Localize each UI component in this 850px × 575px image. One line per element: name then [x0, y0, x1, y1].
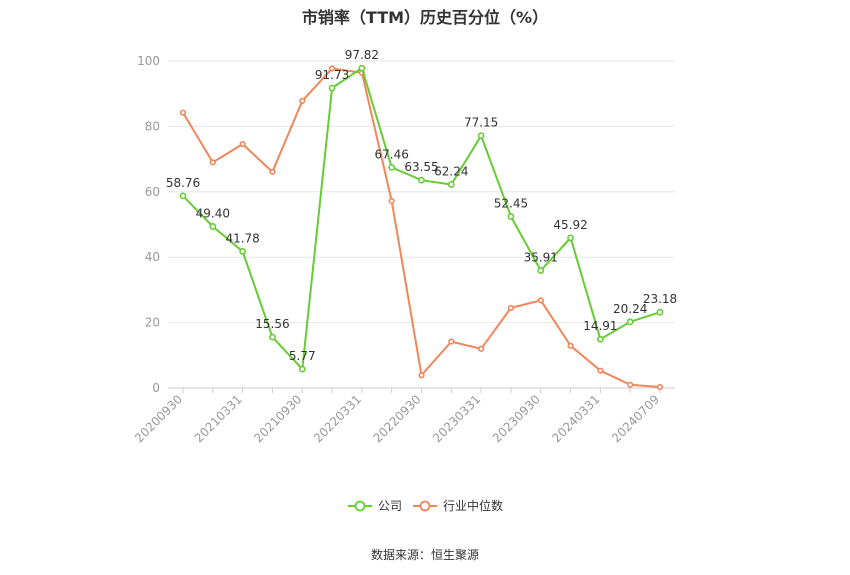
data-point: [507, 213, 515, 220]
data-point: [239, 247, 247, 255]
data-label: 58.76: [166, 176, 200, 190]
data-label: 15.56: [255, 317, 289, 331]
y-tick-label: 0: [152, 381, 160, 395]
data-point: [209, 159, 216, 166]
data-point: [537, 267, 545, 274]
x-tick-label: 20240331: [549, 392, 602, 445]
data-point: [269, 168, 276, 175]
legend-marker: [419, 500, 431, 512]
data-point: [448, 338, 455, 345]
data-point: [597, 367, 604, 374]
y-tick-label: 60: [145, 185, 160, 199]
data-point: [567, 342, 574, 349]
data-point: [418, 372, 425, 379]
x-tick-label: 20220930: [371, 392, 424, 445]
data-label: 62.24: [434, 164, 468, 178]
data-label: 5.77: [289, 349, 316, 363]
data-point: [299, 97, 306, 104]
data-label: 41.78: [225, 231, 259, 245]
data-point: [298, 365, 306, 373]
data-point: [537, 297, 544, 304]
data-point: [388, 197, 395, 205]
y-tick-label: 80: [145, 119, 160, 133]
data-label: 20.24: [613, 302, 647, 316]
data-point: [447, 181, 455, 188]
data-label: 91.73: [315, 68, 349, 82]
data-point: [358, 64, 366, 72]
data-label: 63.55: [404, 160, 438, 174]
data-point: [239, 140, 246, 148]
data-point: [179, 192, 187, 200]
data-label: 45.92: [553, 218, 587, 232]
x-tick-label: 20210930: [251, 392, 304, 445]
data-label: 97.82: [345, 48, 379, 62]
y-tick-label: 100: [137, 54, 160, 68]
data-label: 35.91: [524, 251, 558, 265]
legend-marker: [354, 500, 366, 512]
y-tick-label: 20: [145, 316, 160, 330]
legend-label: 行业中位数: [443, 498, 503, 513]
data-source: 数据来源：恒生聚源: [370, 548, 479, 562]
data-point: [179, 109, 187, 116]
data-label: 52.45: [494, 196, 528, 210]
data-point: [388, 164, 396, 171]
data-label: 77.15: [464, 116, 498, 130]
data-label: 14.91: [583, 319, 617, 333]
data-point: [269, 333, 276, 341]
data-label: 49.40: [196, 206, 230, 220]
data-point: [656, 308, 664, 316]
data-point: [567, 234, 574, 242]
data-point: [656, 383, 664, 391]
x-tick-label: 20210331: [192, 392, 245, 445]
data-point: [596, 335, 604, 343]
data-point: [478, 345, 485, 352]
data-point: [418, 176, 425, 184]
x-tick-label: 20240709: [609, 392, 662, 445]
legend-label: 公司: [378, 499, 402, 513]
x-tick-label: 20200930: [132, 392, 185, 445]
data-point: [209, 223, 217, 230]
data-point: [626, 318, 634, 326]
chart-title: 市销率（TTM）历史百分位（%）: [301, 8, 549, 27]
x-tick-label: 20230930: [490, 392, 543, 445]
data-point: [477, 132, 485, 140]
series-line: [182, 67, 661, 388]
x-tick-label: 20230331: [430, 392, 483, 445]
data-label: 67.46: [375, 147, 409, 161]
data-point: [328, 65, 336, 72]
y-tick-label: 40: [145, 250, 160, 264]
data-label: 23.18: [643, 292, 677, 306]
data-point: [328, 84, 336, 92]
data-point: [627, 381, 634, 388]
data-point: [507, 304, 515, 311]
x-tick-label: 20220331: [311, 392, 364, 445]
